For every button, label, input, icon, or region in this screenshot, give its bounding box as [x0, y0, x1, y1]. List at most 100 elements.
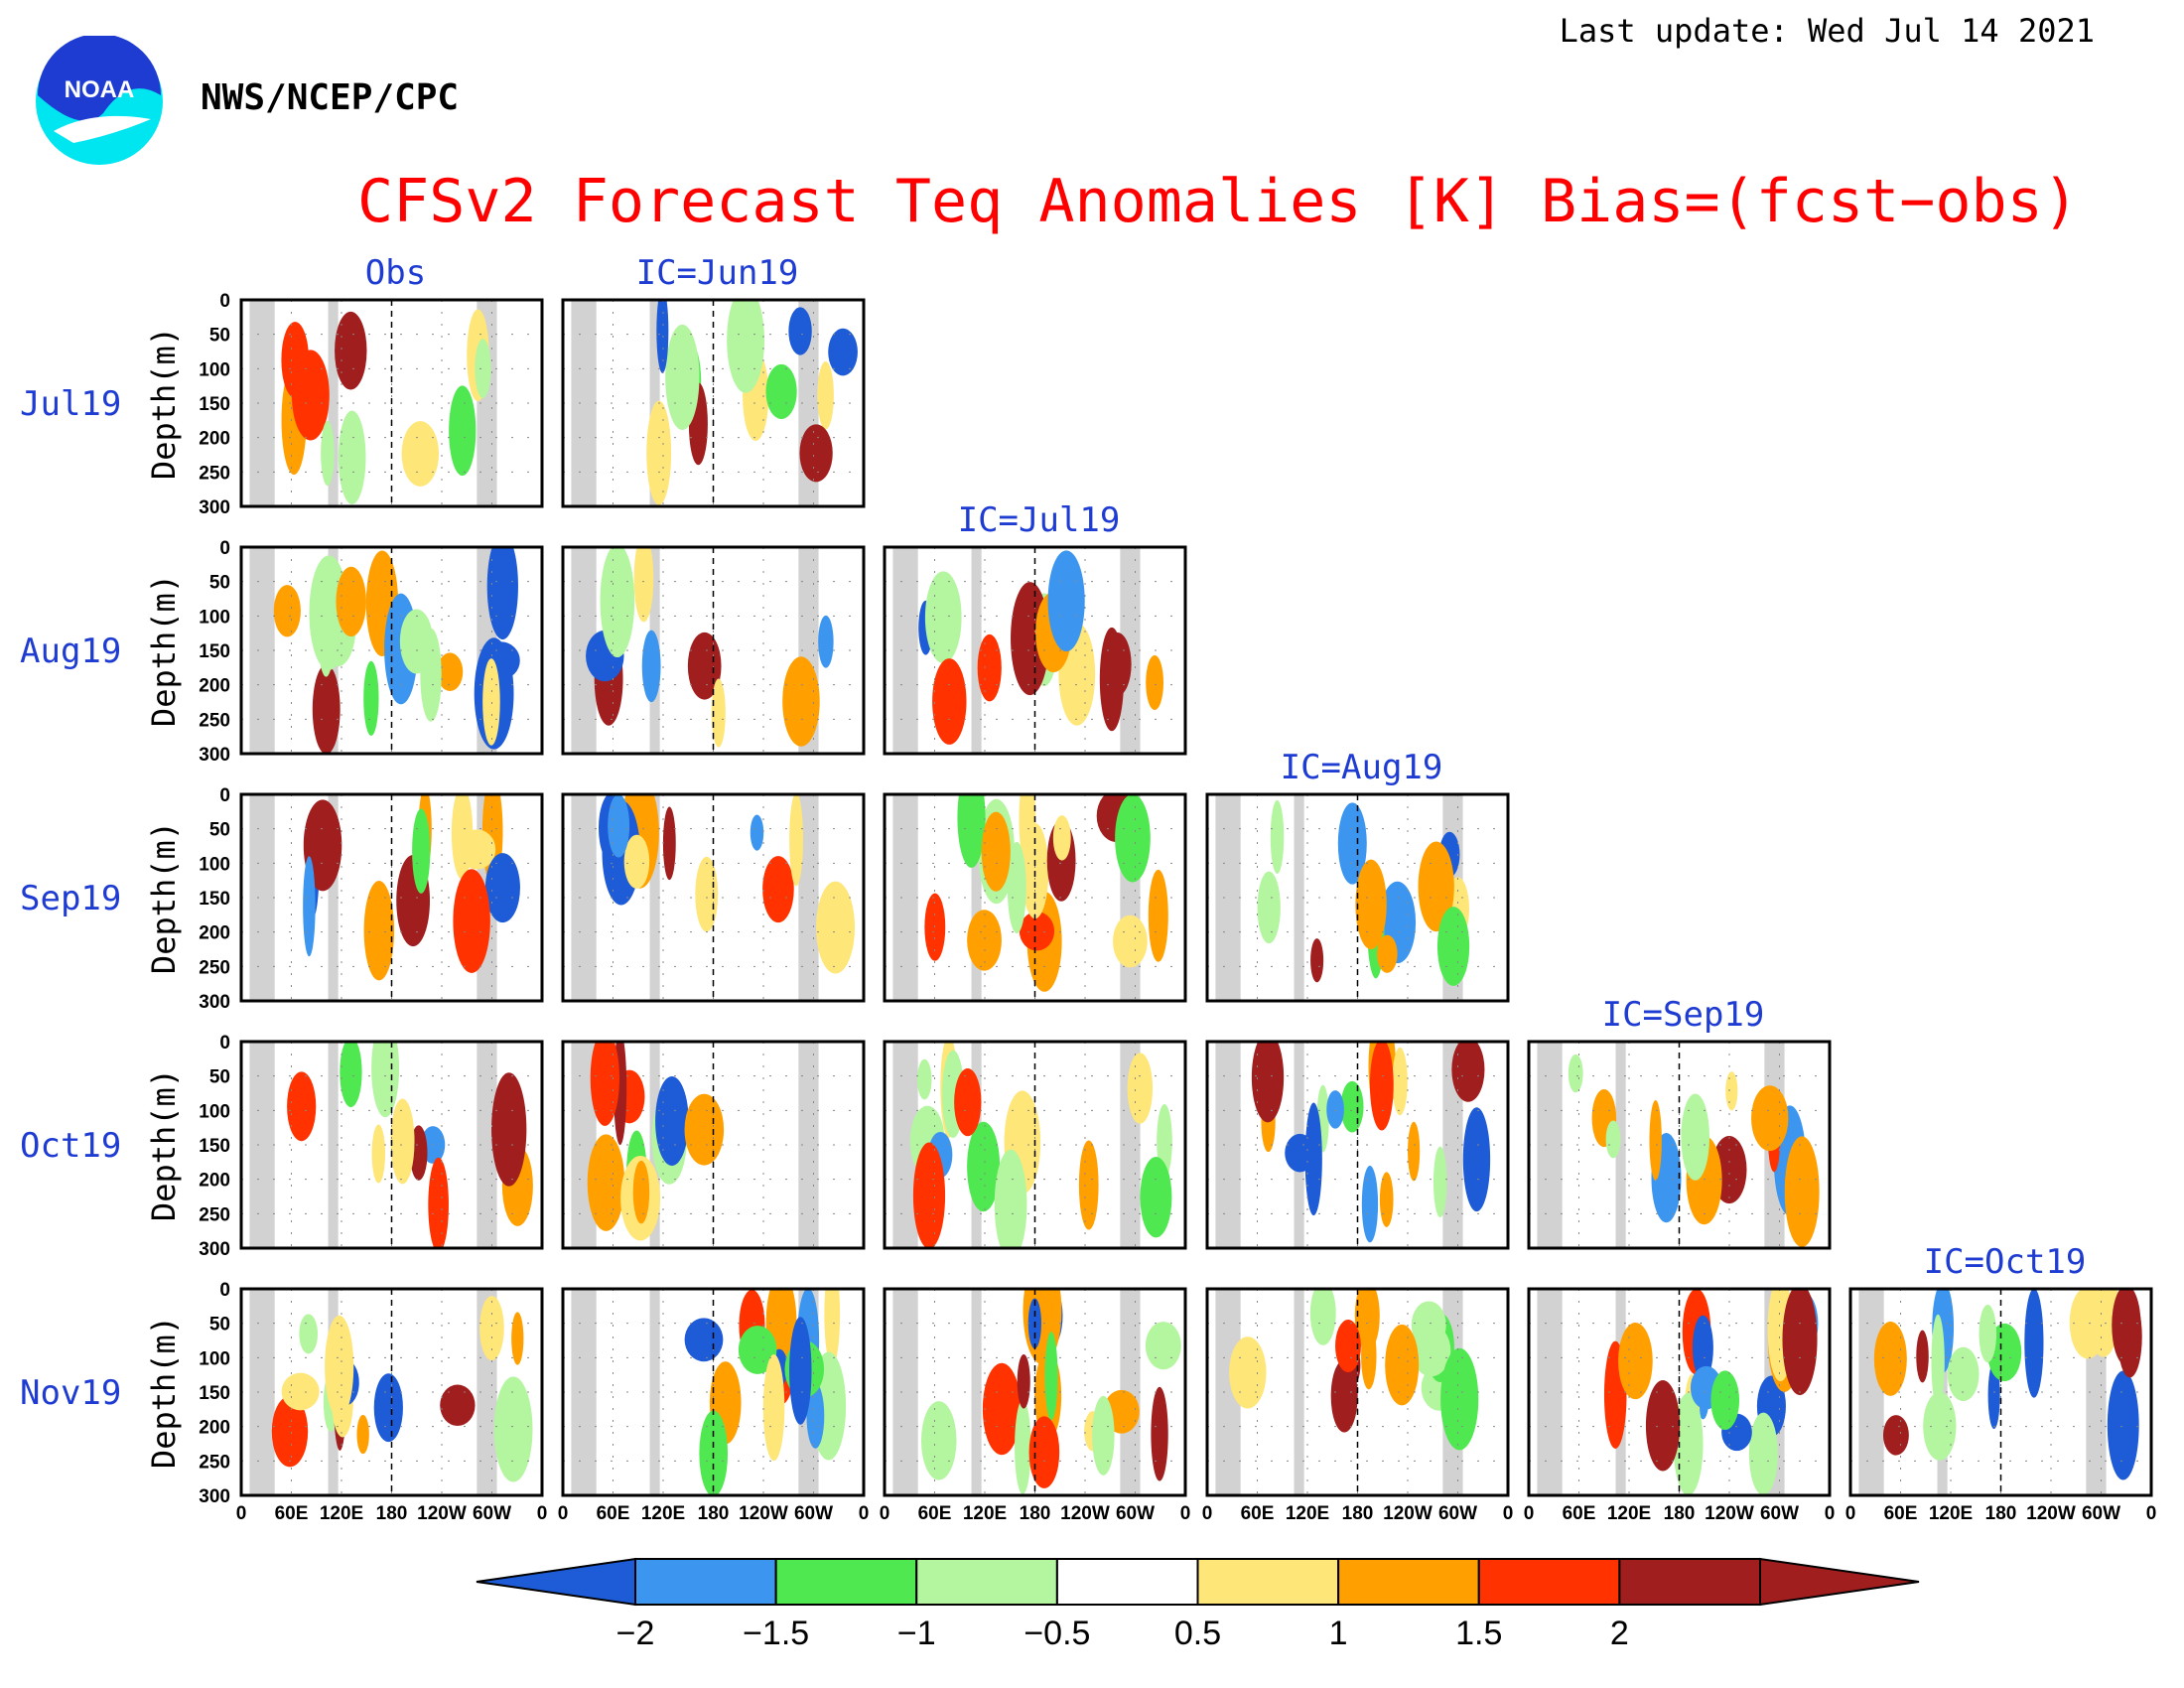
y-axis-label: Depth(m) — [145, 1068, 183, 1221]
anomaly-region — [655, 1075, 689, 1167]
row-label: Sep19 — [20, 879, 121, 918]
column-header: Obs — [365, 253, 426, 293]
anomaly-region — [401, 421, 440, 487]
anomaly-region — [1681, 1093, 1709, 1181]
anomaly-region — [608, 794, 630, 858]
land-mask — [571, 300, 597, 506]
x-tick-label: 60W — [1116, 1503, 1155, 1524]
anomaly-region — [684, 1318, 724, 1362]
anomaly-region — [824, 1289, 841, 1367]
anomaly-region — [449, 385, 477, 477]
anomaly-region — [765, 363, 797, 419]
x-tick-label: 0 — [2146, 1503, 2157, 1524]
anomaly-region — [1127, 1053, 1154, 1124]
x-tick-label: 60E — [1563, 1503, 1596, 1524]
land-mask — [892, 794, 918, 1001]
anomaly-region — [1873, 1321, 1907, 1396]
anomaly-region — [1103, 633, 1132, 696]
anomaly-region — [312, 664, 341, 754]
anomaly-region — [981, 811, 1011, 892]
panel-Oct19-1 — [561, 1040, 866, 1250]
anomaly-region — [828, 328, 858, 376]
anomaly-region — [1440, 1347, 1479, 1451]
anomaly-region — [1931, 1314, 1945, 1409]
anomaly-region — [356, 1414, 369, 1455]
anomaly-region — [789, 1317, 812, 1425]
column-header: IC=Jun19 — [636, 253, 799, 293]
land-mask — [1858, 1289, 1884, 1495]
land-mask — [1215, 1042, 1241, 1248]
anomaly-region — [1007, 841, 1026, 934]
land-mask — [328, 1042, 339, 1248]
column-header: IC=Oct19 — [1924, 1242, 2087, 1282]
column-header: IC=Jul19 — [958, 500, 1121, 540]
anomaly-region — [1392, 1047, 1408, 1116]
anomaly-region — [590, 1042, 619, 1126]
x-tick-label: 120E — [1286, 1503, 1329, 1524]
land-mask — [1537, 1289, 1563, 1495]
y-tick-label: 200 — [199, 1418, 230, 1439]
anomaly-region — [1028, 1416, 1060, 1488]
anomaly-region — [912, 1142, 946, 1248]
anomaly-region — [281, 1372, 320, 1411]
anomaly-region — [371, 1042, 400, 1118]
anomaly-region — [1882, 1415, 1909, 1456]
x-tick-label: 120W — [1705, 1503, 1754, 1524]
land-mask — [1537, 1042, 1563, 1248]
anomaly-region — [325, 1315, 354, 1419]
colorbar-segment — [1337, 1558, 1480, 1606]
land-mask — [249, 1042, 275, 1248]
panel-Aug19-0 — [239, 545, 544, 756]
y-tick-label: 150 — [199, 1383, 230, 1404]
anomaly-region — [633, 547, 654, 623]
panel-Oct19-2 — [883, 1040, 1187, 1250]
anomaly-region — [1355, 859, 1387, 950]
y-tick-label: 150 — [199, 394, 230, 415]
anomaly-region — [318, 588, 335, 677]
anomaly-region — [453, 869, 490, 973]
anomaly-region — [788, 307, 812, 355]
y-tick-label: 0 — [219, 538, 230, 559]
x-tick-label: 180 — [1020, 1503, 1051, 1524]
panel-content — [885, 794, 1185, 1001]
anomaly-region — [336, 566, 366, 637]
anomaly-region — [1309, 1289, 1336, 1345]
anomaly-region — [587, 1134, 625, 1231]
anomaly-region — [335, 311, 367, 390]
land-mask — [1215, 794, 1241, 1001]
land-mask — [571, 1289, 597, 1495]
anomaly-region — [982, 1362, 1022, 1456]
panel-frame — [883, 1287, 1187, 1497]
anomaly-region — [782, 656, 820, 747]
x-tick-label: 0 — [1202, 1503, 1213, 1524]
colorbar-arrow-right — [1759, 1557, 1920, 1607]
colorbar-label: 1.5 — [1455, 1615, 1502, 1652]
panel-Nov19-0 — [239, 1287, 544, 1497]
anomaly-region — [977, 633, 1002, 702]
anomaly-region — [1923, 1391, 1957, 1461]
anomaly-region — [695, 856, 719, 932]
panels-layer — [239, 298, 2153, 1497]
anomaly-region — [1369, 1042, 1394, 1131]
x-tick-label: 0 — [558, 1503, 569, 1524]
anomaly-region — [1784, 1136, 1820, 1247]
x-tick-label: 60W — [473, 1503, 511, 1524]
anomaly-region — [511, 1312, 524, 1365]
panel-frame — [883, 792, 1187, 1003]
last-update-text: Last update: Wed Jul 14 2021 — [1559, 12, 2095, 50]
x-tick-label: 120W — [417, 1503, 467, 1524]
x-tick-label: 120W — [2026, 1503, 2076, 1524]
panel-frame — [239, 298, 544, 508]
anomaly-region — [762, 1353, 785, 1462]
column-header: IC=Aug19 — [1281, 748, 1443, 787]
panel-Jul19-0 — [239, 298, 544, 508]
anomaly-region — [479, 1296, 504, 1361]
anomaly-region — [437, 652, 464, 691]
anomaly-region — [1782, 1289, 1818, 1396]
anomaly-region — [1618, 1323, 1653, 1400]
colorbar-label: 2 — [1610, 1615, 1629, 1652]
x-tick-label: 60E — [1884, 1503, 1918, 1524]
chart-title: CFSv2 Forecast Teq Anomalies [K] Bias=(f… — [357, 167, 2079, 236]
y-axis-label: Depth(m) — [145, 1316, 183, 1469]
anomaly-region — [1148, 869, 1168, 962]
